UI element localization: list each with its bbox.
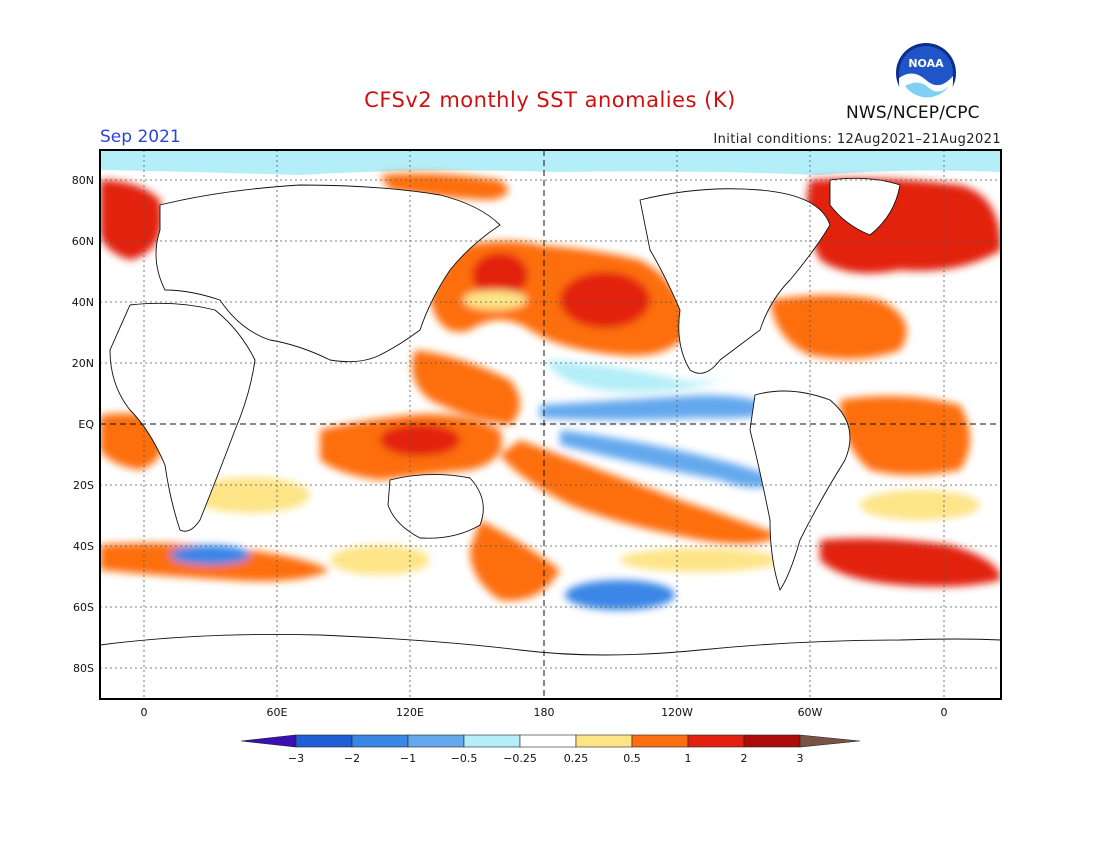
lat-label: 40N	[71, 296, 94, 309]
logo-text: NOAA	[908, 57, 944, 70]
colorbar-tick-label: −1	[399, 752, 417, 765]
colorbar-bin	[743, 734, 801, 748]
eurasia	[155, 184, 501, 363]
colorbar-tick-label: 0.5	[623, 752, 641, 765]
australia	[387, 474, 484, 539]
colorbar-tick-label: 2	[740, 752, 748, 765]
colorbar-bin	[687, 734, 745, 748]
map-frame	[99, 149, 1002, 700]
lat-label: 60S	[73, 601, 94, 614]
lat-label: 60N	[71, 235, 94, 248]
colorbar-tick-label: 1	[684, 752, 692, 765]
colorbar-bin	[519, 734, 577, 748]
colorbar-tick-label: 3	[796, 752, 804, 765]
lat-label: 20S	[73, 479, 94, 492]
colorbar-tick-label: −2	[343, 752, 361, 765]
colorbar	[240, 734, 861, 748]
lon-label: 60E	[266, 706, 288, 719]
lat-label: 80N	[71, 174, 94, 187]
lon-label: 120E	[396, 706, 424, 719]
south-america	[749, 390, 851, 592]
lon-label: 120W	[661, 706, 693, 719]
colorbar-bin	[295, 734, 353, 748]
antarctica	[100, 633, 1001, 699]
equator-dateline	[100, 150, 1001, 699]
africa	[109, 302, 256, 532]
colorbar-bin	[407, 734, 465, 748]
lon-label: 0	[940, 706, 948, 719]
colorbar-max-arrow	[799, 734, 861, 748]
colorbar-bin	[575, 734, 633, 748]
colorbar-tick-label: −0.5	[450, 752, 478, 765]
lon-label: 0	[140, 706, 148, 719]
gridlines	[100, 150, 1001, 699]
greenland	[829, 177, 901, 236]
arctic-band	[100, 150, 1001, 175]
north-america	[639, 188, 831, 374]
colorbar-min-arrow	[240, 734, 297, 748]
colorbar-tick-label: −0.25	[503, 752, 537, 765]
lat-label: 80S	[73, 662, 94, 675]
lat-label: 40S	[73, 540, 94, 553]
lat-label: EQ	[78, 418, 94, 431]
noaa-logo-icon: NOAA	[896, 43, 956, 104]
colorbar-bin	[463, 734, 521, 748]
lon-label: 60W	[797, 706, 823, 719]
colorbar-tick-label: 0.25	[563, 752, 589, 765]
forecast-month: Sep 2021	[100, 127, 181, 147]
lon-label: 180	[533, 706, 555, 719]
colorbar-tick-label: −3	[287, 752, 305, 765]
lat-label: 20N	[71, 357, 94, 370]
colorbar-bin	[351, 734, 409, 748]
agency-label: NWS/NCEP/CPC	[846, 103, 980, 123]
anomaly-patches	[100, 173, 1001, 610]
land	[100, 177, 1001, 699]
initial-conditions: Initial conditions: 12Aug2021–21Aug2021	[713, 132, 1001, 147]
colorbar-bin	[631, 734, 689, 748]
chart-title: CFSv2 monthly SST anomalies (K)	[364, 88, 736, 112]
